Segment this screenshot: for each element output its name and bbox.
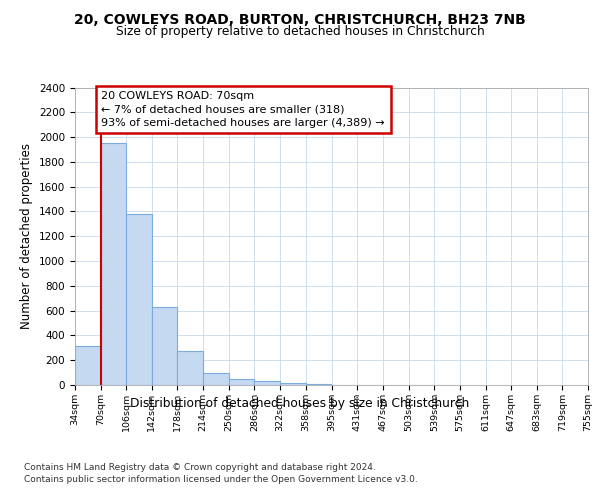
Text: 20 COWLEYS ROAD: 70sqm
← 7% of detached houses are smaller (318)
93% of semi-det: 20 COWLEYS ROAD: 70sqm ← 7% of detached … (101, 91, 385, 128)
Bar (280, 382, 305, 385)
Text: Size of property relative to detached houses in Christchurch: Size of property relative to detached ho… (116, 25, 484, 38)
Bar (101, 144, 126, 385)
Bar (254, 382, 280, 385)
Y-axis label: Number of detached properties: Number of detached properties (20, 143, 34, 329)
Text: Distribution of detached houses by size in Christchurch: Distribution of detached houses by size … (130, 398, 470, 410)
Bar (203, 372, 229, 385)
Text: Contains public sector information licensed under the Open Government Licence v3: Contains public sector information licen… (24, 475, 418, 484)
Bar (229, 379, 254, 385)
Bar (126, 214, 152, 385)
Bar (75, 346, 101, 385)
Text: Contains HM Land Registry data © Crown copyright and database right 2024.: Contains HM Land Registry data © Crown c… (24, 462, 376, 471)
Text: 20, COWLEYS ROAD, BURTON, CHRISTCHURCH, BH23 7NB: 20, COWLEYS ROAD, BURTON, CHRISTCHURCH, … (74, 12, 526, 26)
Bar (305, 384, 331, 385)
Bar (152, 307, 178, 385)
Bar (178, 351, 203, 385)
